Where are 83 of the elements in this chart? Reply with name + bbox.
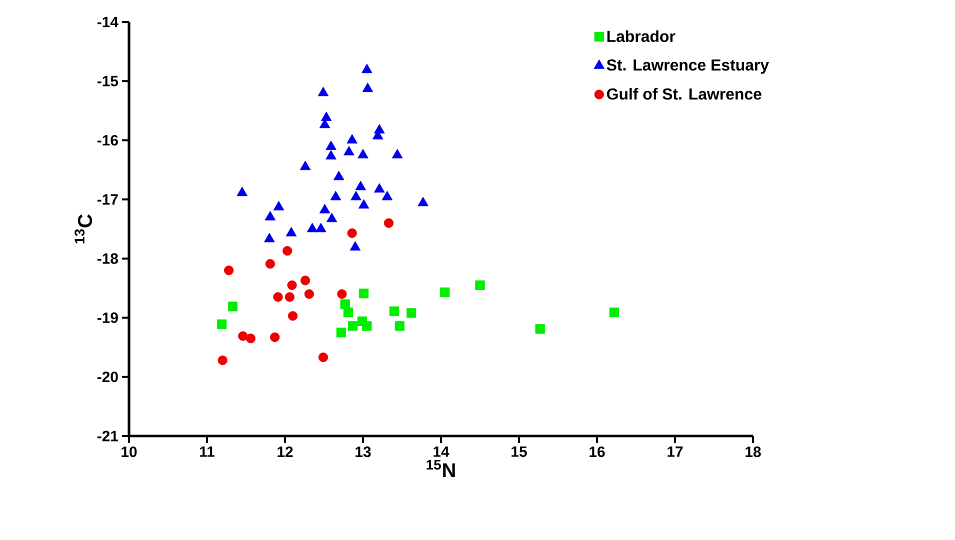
x-tick-label: 18: [746, 446, 761, 458]
point: [300, 160, 311, 170]
point: [282, 246, 292, 256]
point: [362, 64, 372, 74]
point: [326, 150, 336, 160]
point: [337, 289, 347, 299]
legend-label: St. Lawrence Estuary: [606, 59, 769, 74]
point: [218, 355, 228, 366]
point: [326, 140, 336, 150]
x-axis-title: $^{15}$N: [426, 460, 455, 478]
point: [336, 328, 346, 338]
point: [350, 241, 361, 251]
point: [217, 319, 227, 330]
y-tick-label: -15: [97, 76, 118, 86]
point: [315, 222, 326, 232]
point: [286, 226, 297, 236]
x-tick-label: 10: [122, 446, 137, 458]
point: [236, 186, 248, 196]
x-tick-label: 13: [356, 446, 371, 458]
point: [348, 321, 358, 331]
point: [350, 190, 362, 200]
point: [362, 82, 374, 92]
point: [320, 112, 332, 122]
point: [475, 280, 485, 290]
point: [406, 308, 416, 318]
y-tick-label: -18: [97, 253, 118, 264]
x-tick-label: 17: [668, 446, 683, 457]
point: [394, 321, 404, 331]
point: [333, 170, 344, 180]
point: [228, 302, 238, 312]
y-tick-label: -16: [97, 134, 118, 146]
point: [273, 292, 283, 302]
y-tick-label: -14: [97, 16, 118, 28]
point: [287, 280, 297, 290]
y-axis-title: $^{13}$C: [74, 214, 92, 244]
point: [362, 321, 372, 331]
point: [319, 204, 330, 214]
point: [440, 287, 450, 298]
point: [389, 306, 399, 316]
legend-label: Labrador: [607, 30, 676, 42]
point: [344, 146, 354, 156]
point: [355, 180, 366, 190]
point: [358, 148, 368, 158]
point: [358, 199, 370, 209]
y-tick-label: -17: [97, 194, 118, 205]
y-tick-label: -19: [97, 312, 118, 323]
point: [238, 331, 248, 341]
point: [306, 222, 318, 232]
point: [304, 289, 314, 299]
legend-label: Gulf of St. Lawrence: [606, 88, 762, 100]
point: [284, 292, 294, 302]
point: [288, 311, 298, 321]
point: [346, 134, 358, 144]
point: [330, 190, 342, 200]
point: [318, 352, 328, 362]
point: [326, 212, 338, 222]
point: [343, 308, 353, 318]
point: [300, 276, 310, 286]
x-tick-label: 14: [434, 446, 450, 457]
point: [246, 334, 256, 344]
x-tick-label: 16: [590, 446, 605, 458]
point: [340, 299, 350, 309]
x-tick-label: 15: [512, 446, 527, 457]
point: [347, 228, 357, 238]
point: [609, 308, 619, 318]
x-tick-label: 12: [278, 446, 293, 457]
point: [384, 218, 394, 228]
x-tick-label: 11: [200, 446, 214, 457]
point: [273, 200, 284, 210]
point: [535, 324, 545, 334]
point: [264, 232, 275, 242]
point: [382, 190, 393, 200]
y-tick-label: -20: [97, 372, 118, 382]
point: [358, 288, 369, 298]
point: [392, 148, 403, 158]
point: [264, 210, 276, 220]
point: [318, 86, 329, 96]
point: [224, 266, 234, 276]
point: [265, 259, 275, 269]
y-tick-label: -21: [97, 430, 118, 442]
point: [418, 196, 428, 206]
point: [374, 183, 385, 193]
point: [270, 332, 280, 342]
